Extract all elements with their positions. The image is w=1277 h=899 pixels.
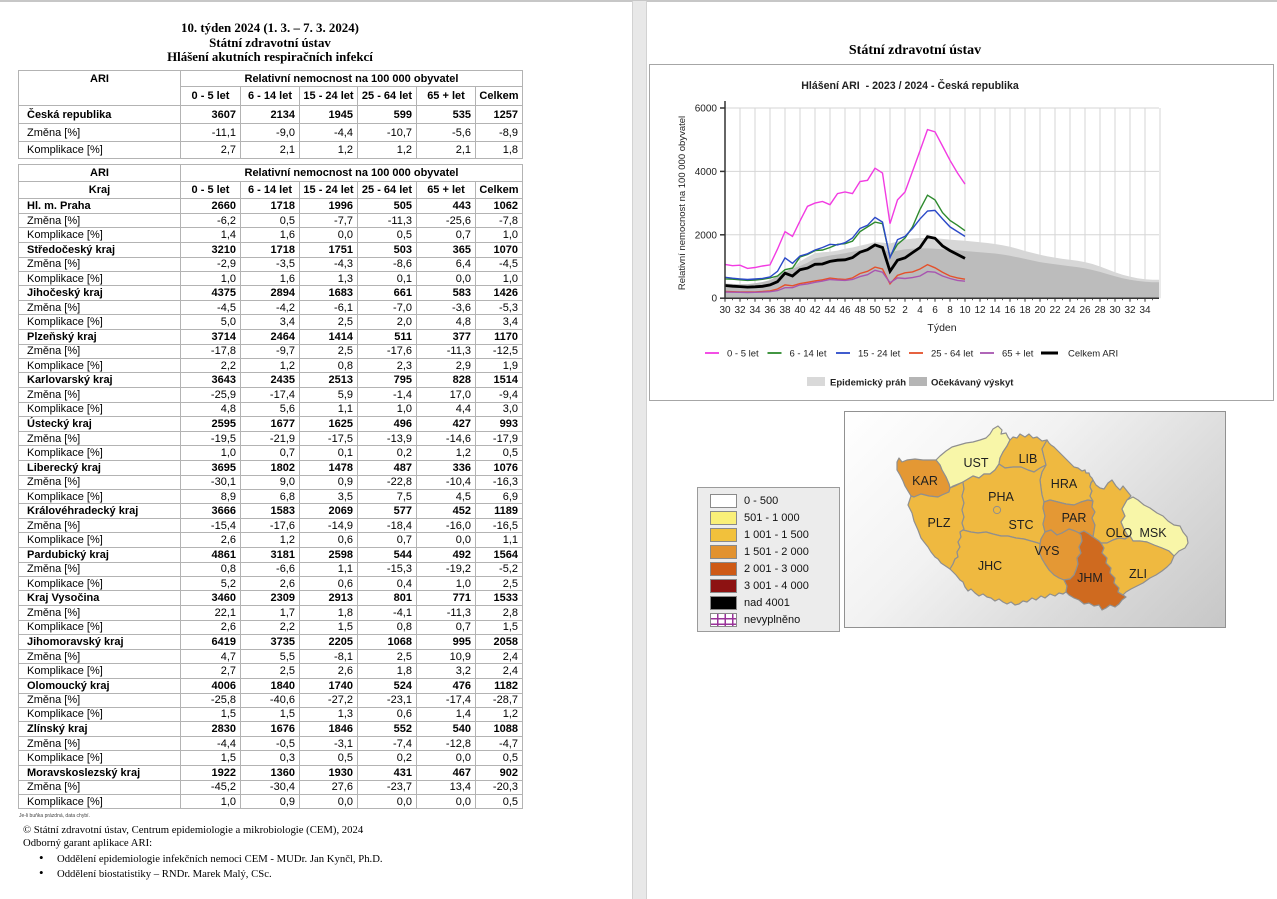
svg-text:40: 40 [794, 305, 806, 316]
svg-text:14: 14 [989, 305, 1001, 316]
svg-text:OLO: OLO [1106, 526, 1133, 540]
svg-text:HRA: HRA [1051, 477, 1078, 491]
svg-text:JHM: JHM [1077, 571, 1103, 585]
svg-text:52: 52 [884, 305, 896, 316]
svg-text:32: 32 [1124, 305, 1136, 316]
svg-text:46: 46 [839, 305, 851, 316]
svg-text:0: 0 [711, 294, 717, 305]
svg-text:Očekávaný výskyt: Očekávaný výskyt [931, 378, 1014, 389]
svg-text:16: 16 [1004, 305, 1016, 316]
svg-text:38: 38 [779, 305, 791, 316]
svg-text:MSK: MSK [1139, 526, 1167, 540]
svg-text:24: 24 [1064, 305, 1076, 316]
svg-text:44: 44 [824, 305, 836, 316]
svg-text:2000: 2000 [695, 230, 718, 241]
svg-text:32: 32 [734, 305, 746, 316]
svg-text:PHA: PHA [988, 490, 1014, 504]
svg-text:4000: 4000 [695, 167, 718, 178]
svg-text:2: 2 [902, 305, 908, 316]
svg-text:50: 50 [869, 305, 881, 316]
svg-text:15 - 24 let: 15 - 24 let [858, 349, 901, 360]
svg-text:22: 22 [1049, 305, 1061, 316]
svg-text:26: 26 [1079, 305, 1091, 316]
svg-text:28: 28 [1094, 305, 1106, 316]
svg-text:48: 48 [854, 305, 866, 316]
svg-text:UST: UST [964, 456, 989, 470]
svg-text:JHC: JHC [978, 559, 1002, 573]
svg-text:PLZ: PLZ [928, 516, 951, 530]
svg-text:PAR: PAR [1062, 511, 1087, 525]
svg-text:ZLI: ZLI [1129, 567, 1147, 581]
svg-text:STC: STC [1009, 518, 1034, 532]
svg-text:Týden: Týden [927, 322, 956, 334]
svg-text:8: 8 [947, 305, 953, 316]
svg-text:12: 12 [974, 305, 986, 316]
svg-text:6 - 14 let: 6 - 14 let [790, 349, 827, 360]
svg-text:36: 36 [764, 305, 776, 316]
svg-text:42: 42 [809, 305, 821, 316]
svg-text:6: 6 [932, 305, 938, 316]
svg-text:30: 30 [1109, 305, 1121, 316]
svg-text:65 + let: 65 + let [1002, 349, 1034, 360]
svg-text:LIB: LIB [1019, 452, 1038, 466]
svg-text:30: 30 [719, 305, 731, 316]
svg-text:20: 20 [1034, 305, 1046, 316]
svg-text:Epidemický práh: Epidemický práh [830, 378, 906, 389]
svg-text:6000: 6000 [695, 104, 718, 115]
svg-text:34: 34 [749, 305, 761, 316]
svg-text:0 - 5 let: 0 - 5 let [727, 349, 759, 360]
svg-text:KAR: KAR [912, 474, 938, 488]
svg-text:4: 4 [917, 305, 923, 316]
svg-text:VYS: VYS [1034, 544, 1059, 558]
svg-text:18: 18 [1019, 305, 1031, 316]
svg-text:10: 10 [959, 305, 971, 316]
svg-text:Hlášení ARI - 2023 / 2024 - Č: Hlášení ARI - 2023 / 2024 - Česká republ… [801, 79, 1019, 92]
svg-text:25 - 64 let: 25 - 64 let [931, 349, 974, 360]
svg-text:34: 34 [1139, 305, 1151, 316]
svg-text:Celkem ARI: Celkem ARI [1068, 349, 1118, 360]
svg-text:Relativní nemocnost na 100 000: Relativní nemocnost na 100 000 obyvatel [677, 116, 688, 290]
